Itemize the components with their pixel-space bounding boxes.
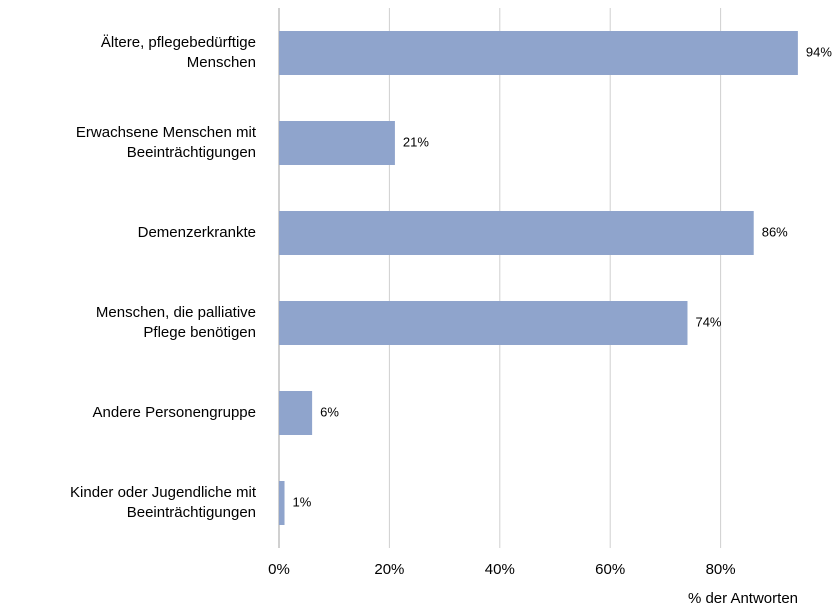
value-label: 94% <box>806 44 832 59</box>
y-tick-label: Beeinträchtigungen <box>127 504 256 521</box>
y-tick-label: Menschen, die palliative <box>96 304 256 321</box>
y-tick-label: Erwachsene Menschen mit <box>76 124 257 141</box>
y-tick-label: Beeinträchtigungen <box>127 144 256 161</box>
bar <box>279 481 285 525</box>
value-label: 6% <box>320 404 339 419</box>
y-tick-label: Ältere, pflegebedürftige <box>101 34 256 51</box>
value-label: 21% <box>403 134 429 149</box>
y-tick-label: Andere Personengruppe <box>93 404 256 421</box>
bar <box>279 121 395 165</box>
bar <box>279 301 688 345</box>
x-tick-label: 60% <box>595 561 625 578</box>
value-label: 74% <box>695 314 721 329</box>
bar <box>279 31 798 75</box>
bar <box>279 391 313 435</box>
x-tick-label: 40% <box>485 561 515 578</box>
x-tick-label: 80% <box>706 561 736 578</box>
y-tick-label: Pflege benötigen <box>143 324 256 341</box>
y-tick-label: Menschen <box>187 54 256 71</box>
x-axis-label: % der Antworten <box>688 590 798 607</box>
y-tick-label: Kinder oder Jugendliche mit <box>70 484 257 501</box>
bar <box>279 211 754 255</box>
y-tick-label: Demenzerkrankte <box>138 224 256 241</box>
x-tick-label: 0% <box>268 561 290 578</box>
value-label: 1% <box>293 494 312 509</box>
x-tick-label: 20% <box>374 561 404 578</box>
value-label: 86% <box>762 224 788 239</box>
